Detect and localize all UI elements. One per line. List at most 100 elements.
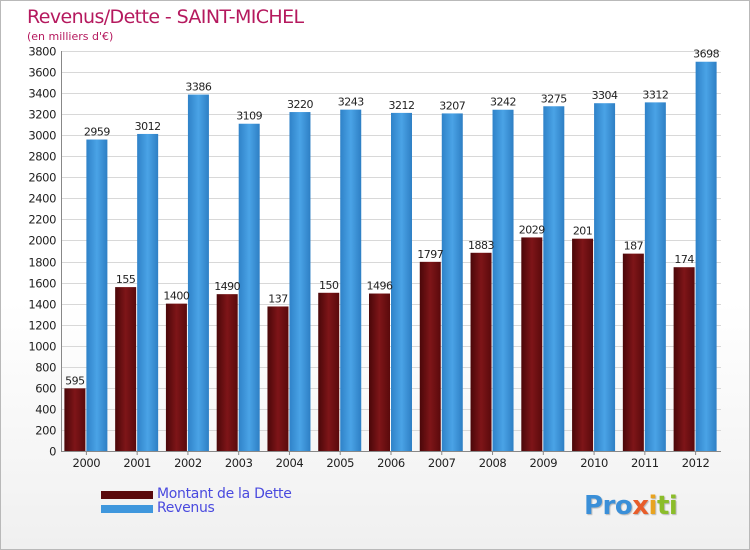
debt-value-label: 595: [65, 374, 85, 387]
revenue-value-label: 3109: [236, 110, 262, 123]
chart-subtitle: (en milliers d'€): [27, 30, 114, 43]
y-tick-label: 3600: [28, 66, 56, 80]
x-tick-label: 2006: [377, 456, 405, 470]
revenue-value-label: 3012: [135, 120, 161, 133]
debt-value-label: 155: [116, 273, 136, 286]
revenue-bar: [492, 109, 514, 451]
revenue-value-label: 3220: [287, 98, 313, 111]
y-tick-label: 600: [35, 382, 56, 396]
y-tick-label: 3200: [28, 108, 56, 122]
debt-bar: [369, 293, 390, 451]
debt-bar: [470, 252, 492, 451]
x-tick-label: 2003: [225, 456, 253, 470]
logo-part-2: x: [632, 491, 649, 521]
x-tick-label: 2004: [276, 456, 304, 470]
revenue-value-label: 3698: [693, 48, 719, 61]
revenue-bar: [340, 109, 362, 451]
y-tick-label: 2600: [28, 171, 56, 185]
y-tick-label: 400: [35, 403, 56, 417]
x-tick-label: 2000: [73, 456, 101, 470]
chart-title: Revenus/Dette - SAINT-MICHEL: [27, 6, 304, 28]
revenue-bar: [137, 133, 159, 451]
y-tick-label: 2000: [28, 234, 56, 248]
y-tick-label: 1600: [28, 277, 56, 291]
y-tick-label: 1800: [28, 256, 56, 270]
x-tick-label: 2008: [479, 456, 507, 470]
logo-part-4: ti: [656, 491, 678, 521]
y-tick-label: 1400: [28, 298, 56, 312]
debt-bar: [318, 292, 340, 451]
legend-swatch-debt: [101, 491, 153, 499]
logo-part-3: i: [648, 491, 658, 521]
x-tick-label: 2012: [682, 456, 710, 470]
x-tick-label: 2005: [326, 456, 354, 470]
x-tick-label: 2007: [428, 456, 456, 470]
debt-bar: [572, 238, 594, 451]
revenue-value-label: 3242: [490, 96, 516, 109]
proxiti-logo: Proxiti: [584, 491, 678, 521]
y-tick-label: 2800: [28, 150, 56, 164]
y-axis: 0 200 400 600 800 1000 1200 1400 1600 1800 2000 220…: [28, 45, 62, 459]
y-tick-label: 0: [49, 445, 56, 459]
debt-value-label: 137: [268, 292, 288, 305]
revenue-value-label: 3312: [642, 88, 668, 101]
revenue-value-label: 3275: [541, 92, 567, 105]
revenue-bar: [391, 112, 412, 451]
bars: [64, 61, 717, 452]
revenue-value-label: 3304: [592, 89, 618, 102]
revenue-bar: [441, 113, 463, 451]
x-tick-label: 2002: [174, 456, 202, 470]
debt-value-label: 150: [319, 279, 339, 292]
debt-bar: [64, 388, 86, 451]
revenue-bar: [86, 139, 108, 452]
debt-bar: [622, 253, 644, 451]
y-tick-label: 800: [35, 361, 56, 375]
debt-value-label: 187: [624, 240, 644, 253]
debt-bar: [673, 267, 695, 451]
revenue-bar: [187, 94, 209, 451]
debt-value-label: 201: [573, 225, 593, 238]
legend-swatch-revenue: [101, 505, 153, 513]
y-tick-label: 2400: [28, 192, 56, 206]
y-tick-label: 1200: [28, 319, 56, 333]
y-tick-label: 200: [35, 424, 56, 438]
revenue-value-label: 3207: [439, 99, 465, 112]
debt-value-label: 174: [674, 253, 694, 266]
revenue-value-label: 3243: [338, 96, 364, 109]
revenue-bar: [238, 123, 260, 451]
x-tick-label: 2009: [529, 456, 557, 470]
revenue-bar: [543, 106, 565, 452]
debt-bar: [165, 303, 187, 451]
y-tick-label: 3000: [28, 129, 56, 143]
y-tick-label: 3400: [28, 87, 56, 101]
legend-label-revenue: Revenus: [157, 500, 215, 516]
debt-value-label: 1400: [163, 290, 189, 303]
revenue-bar: [695, 61, 717, 451]
revenue-value-label: 3212: [389, 99, 415, 112]
y-tick-label: 3800: [28, 45, 56, 59]
debt-bar: [419, 261, 441, 451]
x-tick-label: 2011: [631, 456, 659, 470]
revenue-value-label: 3386: [185, 81, 211, 94]
debt-bar: [216, 294, 238, 451]
debt-bar: [267, 306, 289, 451]
x-tick-label: 2001: [123, 456, 151, 470]
legend-label-debt: Montant de la Dette: [157, 486, 292, 502]
debt-value-label: 2029: [519, 223, 545, 236]
debt-bar: [115, 287, 137, 451]
y-tick-label: 2200: [28, 213, 56, 227]
debt-value-label: 1496: [367, 280, 393, 293]
y-tick-label: 1000: [28, 340, 56, 354]
data-labels: 595 2959 155 3012 1400 3386 1490 3109 137 3220 150…: [65, 48, 720, 388]
x-tick-label: 2010: [580, 456, 608, 470]
debt-value-label: 1797: [417, 248, 443, 261]
logo-part-1: Pro: [584, 491, 633, 521]
revenue-bar: [644, 102, 666, 452]
debt-value-label: 1883: [468, 239, 494, 252]
revenue-bar: [594, 103, 616, 452]
x-axis: 2000 2001 2002 2003 2004 2005 2006 2007 2008 2009…: [61, 451, 721, 470]
debt-bar: [521, 237, 543, 451]
debt-value-label: 1490: [214, 280, 240, 293]
